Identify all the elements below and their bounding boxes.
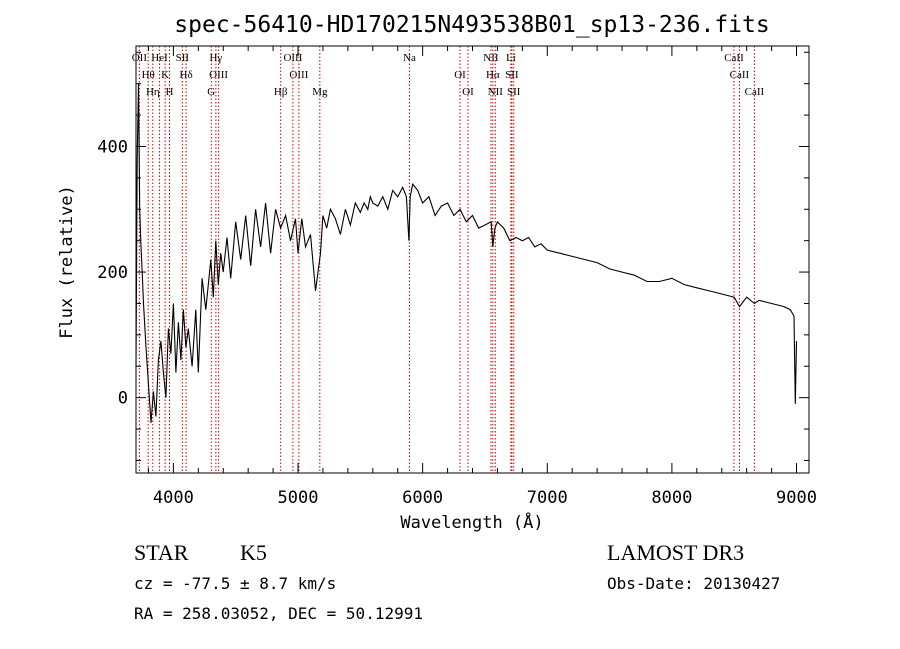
x-tick-label: 7000 xyxy=(527,488,568,508)
spectral-line-labels: OIIHθHηHeIKHSIIHδGHγOIIIHβOIIIOIIIMgNaOI… xyxy=(132,52,765,98)
object-subclass: K5 xyxy=(240,540,267,565)
line-label: SII xyxy=(505,69,519,81)
line-label: OIII xyxy=(289,69,308,81)
x-tick-label: 8000 xyxy=(651,488,692,508)
coordinates: RA = 258.03052, DEC = 50.12991 xyxy=(134,604,423,623)
line-label: NII xyxy=(483,52,499,64)
line-label: Hβ xyxy=(274,86,288,98)
x-tick-label: 9000 xyxy=(776,488,817,508)
line-label: H xyxy=(166,86,174,98)
line-label: K xyxy=(161,69,169,81)
x-tick-label: 5000 xyxy=(278,488,319,508)
line-label: OII xyxy=(132,52,148,64)
line-label: HeI xyxy=(151,52,168,64)
y-axis-ticks: 0 200 400 xyxy=(97,51,809,461)
observation-date: Obs-Date: 20130427 xyxy=(607,574,780,593)
line-label: OIII xyxy=(283,52,302,64)
line-label: SII xyxy=(176,52,190,64)
line-label: NII xyxy=(488,86,504,98)
x-axis-label: Wavelength (Å) xyxy=(400,511,543,533)
y-tick-label: 400 xyxy=(97,137,128,157)
line-label: OI xyxy=(454,69,466,81)
line-label: Li xyxy=(506,52,516,64)
line-label: Hδ xyxy=(180,69,193,81)
flux-series-line xyxy=(135,83,798,423)
line-label: OI xyxy=(462,86,474,98)
line-label: G xyxy=(207,86,215,98)
spectral-line-markers xyxy=(138,46,755,473)
line-label: Na xyxy=(403,52,416,64)
line-label: Hγ xyxy=(209,52,222,64)
y-tick-label: 200 xyxy=(97,263,128,283)
line-label: CaII xyxy=(724,52,744,64)
line-label: OIII xyxy=(209,69,228,81)
line-label: SII xyxy=(507,86,521,98)
line-label: Hη xyxy=(146,86,160,98)
line-label: Hθ xyxy=(142,69,155,81)
line-label: Hα xyxy=(486,69,500,81)
chart-title: spec-56410-HD170215N493538B01_sp13-236.f… xyxy=(174,12,769,38)
x-tick-label: 4000 xyxy=(153,488,194,508)
redshift-value: cz = -77.5 ± 8.7 km/s xyxy=(134,574,336,593)
y-tick-label: 0 xyxy=(118,389,128,409)
line-label: CaII xyxy=(730,69,750,81)
y-axis-label: Flux (relative) xyxy=(57,185,77,339)
line-label: CaII xyxy=(745,86,765,98)
line-label: Mg xyxy=(312,86,328,98)
object-class: STAR xyxy=(134,540,189,565)
survey-name: LAMOST DR3 xyxy=(607,540,744,565)
x-axis-ticks: 4000 5000 6000 7000 8000 9000 xyxy=(147,46,817,508)
plot-frame xyxy=(135,45,810,474)
x-tick-label: 6000 xyxy=(402,488,443,508)
